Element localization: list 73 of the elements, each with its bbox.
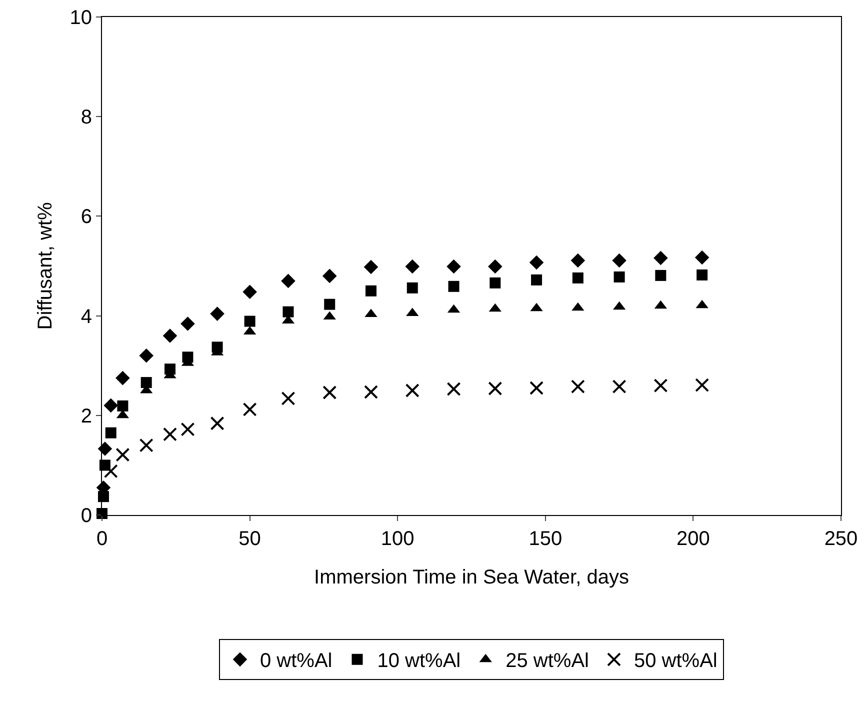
point — [140, 377, 152, 388]
x-tick-label: 100 — [380, 528, 414, 550]
point — [116, 370, 130, 386]
point — [366, 285, 376, 296]
legend-label: 50 wt%Al — [634, 650, 718, 672]
point — [210, 416, 224, 430]
point — [612, 253, 626, 268]
point — [244, 316, 256, 327]
point — [531, 274, 542, 286]
x-axis-title: Immersion Time in Sea Water, days — [314, 566, 629, 588]
x-tick-label: 0 — [96, 528, 108, 550]
point — [322, 268, 337, 284]
point — [180, 316, 195, 331]
point — [139, 348, 154, 363]
point — [655, 270, 666, 281]
point — [324, 298, 336, 310]
point — [105, 427, 116, 438]
point — [612, 380, 626, 394]
point — [406, 282, 418, 294]
y-tick-label: 2 — [80, 405, 92, 428]
point — [104, 398, 118, 413]
y-tick-label: 6 — [80, 206, 92, 228]
point — [654, 250, 668, 266]
legend-label: 25 wt%Al — [506, 650, 589, 672]
legend-label: 10 wt%Al — [377, 650, 461, 672]
point — [139, 438, 154, 452]
point — [570, 380, 585, 394]
point — [212, 342, 223, 353]
point — [117, 400, 128, 412]
point — [162, 328, 178, 343]
x-tick-label: 150 — [528, 528, 562, 550]
point — [164, 364, 176, 375]
point — [570, 253, 586, 268]
point — [322, 385, 337, 400]
point — [488, 382, 502, 396]
point — [281, 391, 296, 406]
point — [446, 382, 461, 396]
point — [210, 306, 224, 321]
point — [695, 378, 710, 392]
y-axis-title: Diffusant, wt% — [34, 202, 56, 330]
y-tick-label: 4 — [80, 306, 92, 328]
point — [614, 271, 625, 282]
x-tick-label: 200 — [676, 528, 710, 550]
x-tick-label: 250 — [824, 528, 858, 550]
point — [282, 306, 294, 318]
point — [448, 280, 460, 292]
point — [364, 384, 378, 399]
point — [530, 381, 544, 396]
point — [654, 378, 668, 393]
x-tick-label: 50 — [238, 528, 261, 550]
point — [281, 274, 296, 288]
point — [405, 259, 420, 274]
point — [696, 269, 708, 280]
point — [180, 422, 195, 436]
point — [364, 260, 378, 274]
point — [490, 277, 501, 288]
y-tick-label: 0 — [80, 505, 92, 527]
point — [242, 284, 257, 300]
point — [182, 352, 194, 363]
point — [162, 427, 177, 442]
point — [104, 464, 118, 478]
point — [116, 448, 130, 462]
y-tick-label: 10 — [70, 7, 92, 29]
point — [572, 272, 584, 284]
point — [694, 250, 710, 265]
y-tick-label: 8 — [80, 106, 92, 129]
point — [446, 259, 461, 274]
point — [488, 259, 502, 274]
legend-label: 0 wt%Al — [260, 650, 332, 672]
point — [529, 255, 544, 270]
point — [405, 384, 420, 398]
point — [242, 402, 257, 416]
point — [99, 460, 110, 471]
